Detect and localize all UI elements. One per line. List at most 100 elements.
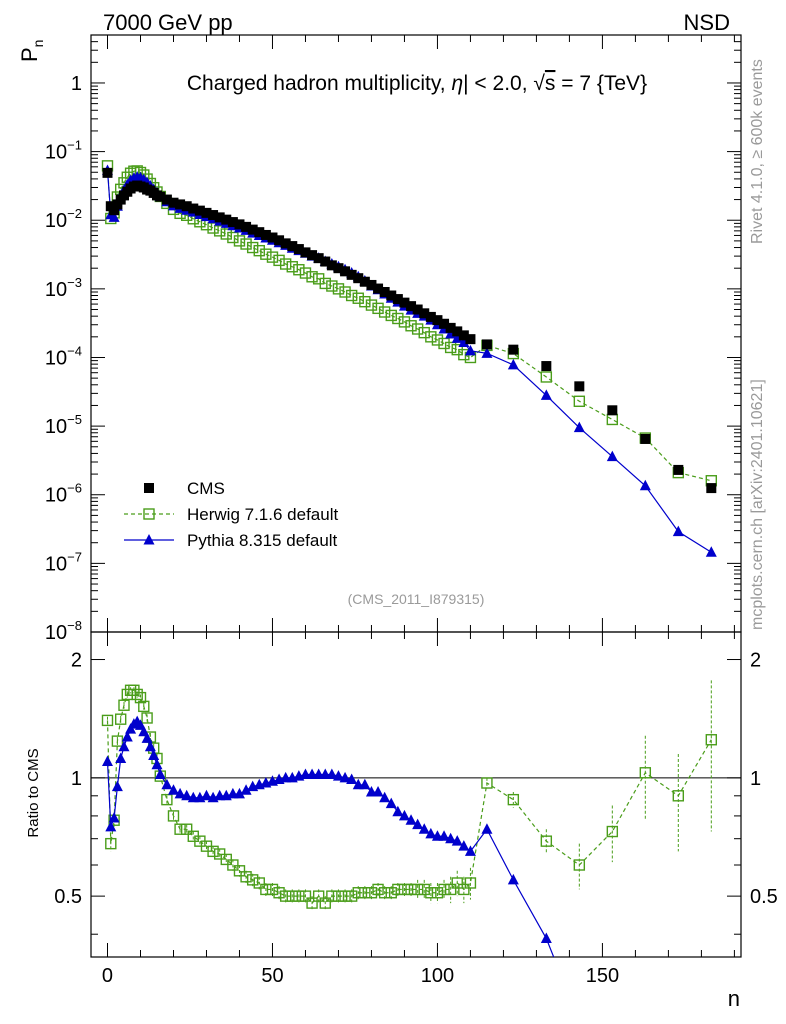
data-point [574, 381, 585, 392]
ratio-series-herwig-7-1-6-default [101, 680, 718, 911]
data-point [406, 301, 417, 312]
data-point [306, 897, 318, 909]
ratio-y-axis-label: Ratio to CMS [25, 748, 42, 837]
data-point [332, 283, 345, 295]
data-point [200, 789, 212, 801]
data-point [293, 890, 305, 902]
data-point [458, 883, 470, 896]
data-point [326, 280, 338, 292]
data-point [167, 810, 180, 822]
data-point [373, 283, 384, 294]
data-point [706, 483, 717, 494]
data-point [418, 883, 430, 896]
data-point [412, 818, 424, 830]
data-point [573, 859, 586, 871]
data-point [378, 887, 391, 899]
y-label-sub: n [30, 40, 46, 48]
data-point [168, 197, 179, 208]
y-tick-exponent: −8 [67, 618, 82, 633]
data-point [286, 261, 298, 273]
data-point [345, 289, 358, 302]
data-point [639, 767, 652, 779]
data-point [451, 877, 463, 889]
data-point [181, 201, 192, 212]
data-point [507, 358, 519, 370]
y-tick-label: 10−6 [45, 481, 82, 507]
data-point [451, 835, 463, 846]
data-point [639, 479, 651, 491]
y-tick-label: 10−5 [45, 412, 82, 438]
y-label-main: P [17, 47, 42, 62]
data-point [540, 371, 553, 383]
data-point [118, 699, 130, 711]
data-point [227, 231, 239, 244]
data-point [121, 731, 133, 742]
data-point [481, 339, 492, 350]
data-point [673, 464, 684, 475]
y-tick-label: 10−8 [45, 618, 82, 644]
y-tick-base: 10 [45, 416, 67, 438]
legend-label: CMS [187, 479, 225, 498]
data-point [398, 316, 411, 328]
data-point [105, 837, 117, 850]
data-point [378, 306, 391, 318]
x-tick-label: 0 [102, 965, 113, 987]
data-point [234, 219, 245, 230]
data-point [425, 887, 437, 899]
legend-marker [143, 508, 155, 520]
data-point [233, 235, 246, 247]
ratio-series-layer [101, 680, 718, 957]
data-point [411, 323, 424, 335]
data-point [386, 290, 397, 301]
data-point [339, 286, 351, 298]
data-point [540, 835, 553, 847]
data-point [300, 247, 311, 258]
data-point [246, 874, 259, 886]
data-point [372, 786, 384, 797]
chart-title: Charged hadron multiplicity, η| < 2.0, √… [187, 72, 647, 95]
data-point [274, 235, 285, 246]
data-point [287, 241, 298, 252]
data-point [481, 347, 493, 358]
ratio-y-tick-label-left: 0.5 [54, 886, 82, 908]
data-point [431, 334, 444, 346]
data-point [353, 273, 364, 284]
data-point [445, 322, 456, 333]
y-tick-exponent: −6 [67, 481, 82, 496]
data-point [346, 773, 358, 785]
ratio-y-tick-label-right: 2 [750, 650, 761, 672]
y-tick-base: 10 [45, 279, 67, 301]
data-point [705, 734, 718, 746]
data-point [188, 203, 199, 214]
data-point [444, 341, 457, 354]
data-point [241, 221, 252, 232]
data-point [392, 805, 404, 817]
y-tick-base: 10 [45, 347, 67, 369]
data-point [359, 276, 370, 287]
rivet-version-label: Rivet 4.1.0, ≥ 600k events [749, 59, 766, 244]
data-point [385, 797, 397, 809]
data-point [399, 297, 410, 308]
data-point [174, 787, 186, 799]
data-point [319, 277, 331, 290]
data-point [246, 241, 259, 254]
ratio-frame-rect [90, 631, 742, 958]
data-point [320, 256, 331, 267]
data-point [379, 286, 390, 297]
data-point [174, 823, 186, 835]
data-point [266, 883, 279, 896]
data-point [141, 732, 153, 743]
data-point [419, 308, 430, 319]
data-point [392, 294, 403, 305]
data-point [464, 845, 476, 856]
data-point [458, 336, 470, 348]
y-tick-exponent: −7 [67, 549, 82, 564]
ratio-series-pythia-8-315-default [101, 715, 555, 957]
data-point [385, 887, 397, 899]
data-point [101, 755, 113, 767]
data-point [340, 266, 351, 277]
data-point [372, 302, 384, 315]
data-point [540, 389, 552, 400]
y-tick-base: 10 [45, 622, 67, 644]
